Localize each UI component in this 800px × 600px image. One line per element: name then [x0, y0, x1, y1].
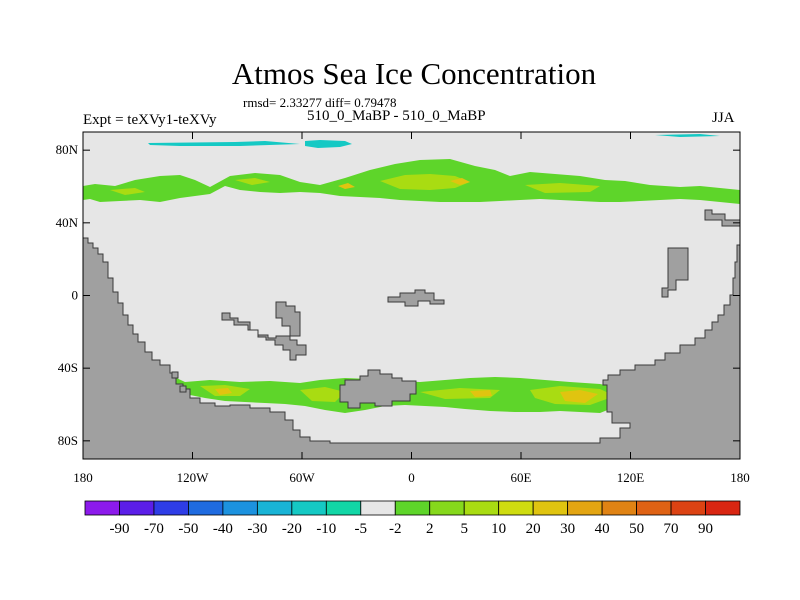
colorbar-swatch	[119, 500, 155, 516]
colorbar-swatch	[325, 500, 362, 516]
colorbar-label: 5	[460, 521, 468, 537]
x-tick-label: 120W	[177, 470, 210, 485]
colorbar-label: -20	[282, 521, 302, 537]
colorbar-swatch	[360, 500, 396, 516]
colorbar-label: -40	[213, 521, 233, 537]
experiment-label: Expt = teXVy1-teXVy	[83, 112, 217, 128]
colorbar-swatch	[601, 500, 637, 516]
colorbar-swatch	[567, 500, 603, 516]
colorbar-label: -70	[144, 521, 164, 537]
colorbar-swatch	[532, 500, 569, 516]
x-tick-label: 120E	[617, 470, 645, 485]
south-america-block	[221, 301, 307, 361]
northeast-island	[704, 209, 740, 227]
colorbar-swatch	[705, 500, 741, 516]
stats-text: rmsd= 2.33277 diff= 0.79478	[243, 95, 397, 110]
east-island	[661, 247, 689, 298]
x-tick-label: 180	[730, 470, 750, 485]
colorbar-swatch	[394, 500, 431, 516]
y-tick-label: 80S	[58, 433, 78, 448]
plot-area	[83, 132, 740, 459]
colorbar-swatch	[188, 500, 224, 516]
x-tick-label: 60E	[511, 470, 532, 485]
colorbar-label: 70	[664, 521, 679, 537]
case-label: 510_0_MaBP - 510_0_MaBP	[307, 108, 486, 124]
equatorial-island	[387, 289, 445, 307]
colorbar-swatch	[153, 500, 189, 516]
axes: 180 120W 60W 0 60E 120E 180 80N 40N 0 40S 80S	[56, 132, 750, 485]
y-tick-label: 80N	[56, 142, 79, 157]
colorbar-label: 40	[595, 521, 610, 537]
colorbar-swatch	[429, 500, 465, 516]
colorbar-label: -2	[389, 521, 402, 537]
colorbar-label: -50	[178, 521, 198, 537]
colorbar-label: 20	[526, 521, 541, 537]
colorbar-label: 90	[698, 521, 713, 537]
small-island	[171, 371, 187, 393]
colorbar-swatch	[670, 500, 706, 516]
chart-title: Atmos Sea Ice Concentration	[231, 56, 597, 91]
season-label: JJA	[712, 110, 735, 126]
colorbar-swatch	[291, 500, 327, 516]
colorbar-label: -5	[355, 521, 368, 537]
colorbar-label: -30	[247, 521, 267, 537]
x-tick-label: 0	[408, 470, 415, 485]
colorbar-label: 2	[426, 521, 434, 537]
colorbar: -90 -70 -50 -40 -30 -20 -10 -5 -2 2 5 10 20 30 40 50 70 9…	[84, 500, 741, 537]
colorbar-swatch	[84, 500, 120, 516]
y-tick-label: 40S	[58, 360, 78, 375]
colorbar-label: 50	[629, 521, 644, 537]
x-tick-label: 60W	[289, 470, 315, 485]
colorbar-label: 10	[491, 521, 506, 537]
colorbar-label: -10	[316, 521, 336, 537]
x-tick-label: 180	[73, 470, 93, 485]
colorbar-swatch	[222, 500, 258, 516]
colorbar-label: -90	[109, 521, 129, 537]
colorbar-swatch	[498, 500, 534, 516]
colorbar-swatch	[463, 500, 500, 516]
colorbar-swatch	[256, 500, 293, 516]
y-tick-label: 40N	[56, 215, 79, 230]
y-tick-label: 0	[72, 288, 79, 303]
south-yellowgreen-patches	[200, 385, 615, 405]
colorbar-label: 30	[560, 521, 575, 537]
arctic-negative-band	[148, 134, 720, 148]
west-continent	[83, 237, 740, 459]
antarctic-peninsula-block	[339, 369, 417, 409]
colorbar-swatch	[636, 500, 672, 516]
